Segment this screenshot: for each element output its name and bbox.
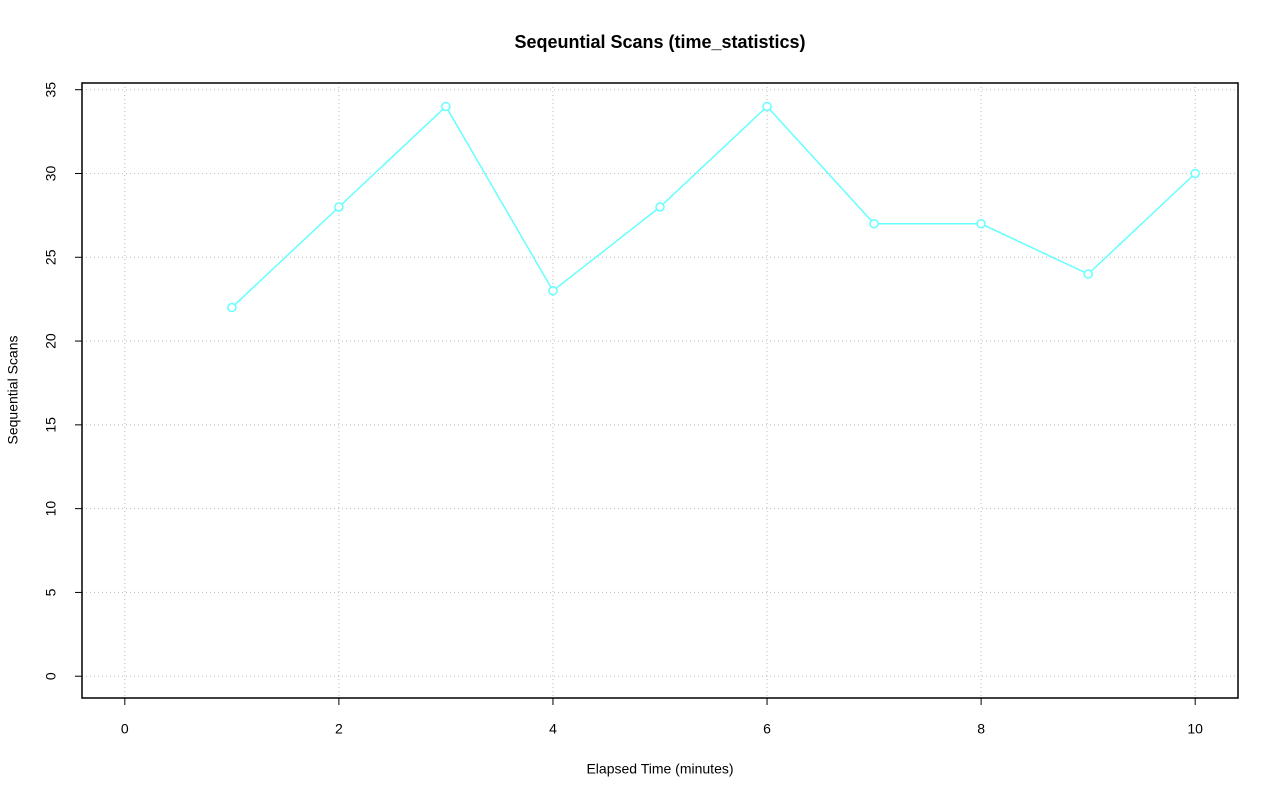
- y-tick-label: 30: [43, 165, 59, 181]
- data-point: [1190, 168, 1200, 179]
- data-point: [869, 219, 879, 229]
- data-point: [334, 202, 344, 212]
- data-point: [548, 286, 558, 296]
- y-tick-label: 15: [43, 417, 59, 433]
- x-tick-label: 10: [1187, 721, 1203, 737]
- x-tick-label: 8: [977, 721, 985, 737]
- y-tick-label: 25: [43, 249, 59, 265]
- x-axis-label: Elapsed Time (minutes): [586, 761, 733, 777]
- y-tick-label: 35: [43, 82, 59, 98]
- data-point: [1083, 269, 1093, 279]
- chart-title: Seqeuntial Scans (time_statistics): [514, 32, 805, 52]
- data-point: [227, 302, 237, 313]
- x-tick-label: 0: [121, 721, 129, 737]
- y-tick-label: 10: [43, 501, 59, 517]
- data-point: [762, 101, 772, 112]
- x-tick-label: 4: [549, 721, 557, 737]
- data-point: [976, 219, 986, 229]
- x-tick-label: 2: [335, 721, 343, 737]
- y-tick-label: 5: [43, 588, 59, 596]
- y-tick-label: 20: [43, 333, 59, 349]
- x-tick-label: 6: [763, 721, 771, 737]
- data-line: [231, 105, 1196, 309]
- plot-frame: [81, 82, 1239, 699]
- data-point: [655, 202, 665, 212]
- data-point: [441, 101, 451, 112]
- y-axis-label: Sequential Scans: [5, 336, 21, 445]
- y-tick-label: 0: [43, 672, 59, 680]
